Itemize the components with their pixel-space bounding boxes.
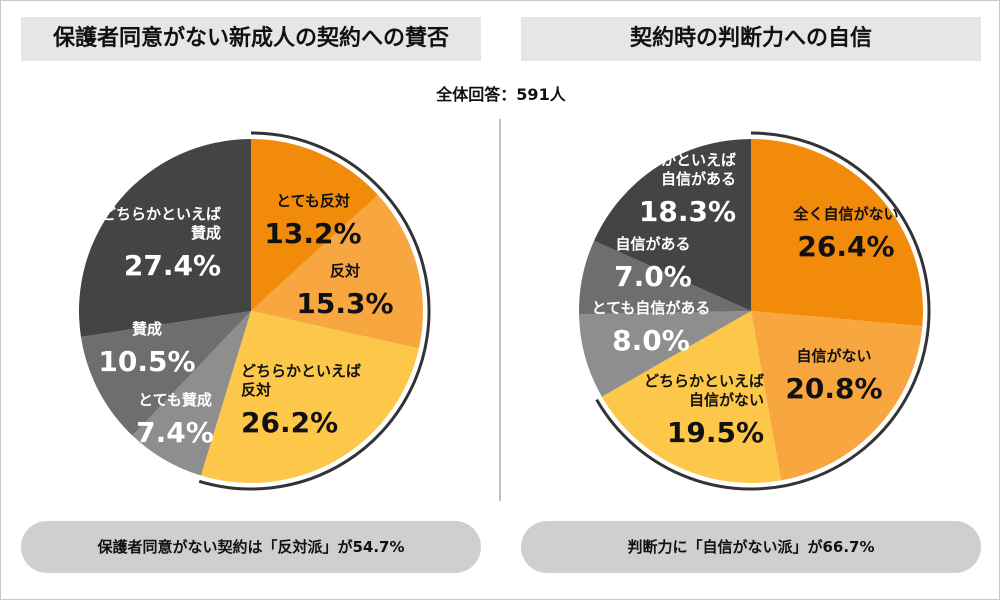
left-slice-6-value: 27.4% (124, 249, 221, 282)
left-slice-3-label-line-1: どちらかといえば (241, 362, 361, 380)
right-slice-3-label-line-2: 自信がない (689, 391, 764, 409)
left-slice-6-label-line-1: どちらかといえば (101, 205, 221, 223)
right-slice-1-value: 26.4% (797, 230, 894, 263)
right-slice-3-label-line-1: どちらかといえば (644, 372, 764, 390)
left-chart-title: 保護者同意がない新成人の契約への賛否 (21, 17, 481, 61)
left-slice-3-label-line-2: 反対 (241, 381, 271, 399)
right-slice-3-value: 19.5% (667, 416, 764, 449)
left-slice-label-2: 反対 15.3% (296, 262, 393, 320)
left-slice-1-label-line-1: とても反対 (276, 192, 350, 210)
left-slice-5-label-line-1: 賛成 (132, 320, 162, 338)
left-pie-slice-1 (251, 139, 378, 311)
right-pie-slice-4 (579, 311, 751, 397)
left-pie-slice-2 (251, 194, 424, 349)
right-slice-6-label-line-2: 自信がある (661, 170, 736, 188)
left-slice-1-value: 13.2% (264, 217, 361, 250)
right-summary-pill: 判断力に「自信がない派」が66.7% (521, 521, 981, 573)
right-pie-slice-3 (601, 311, 782, 484)
left-slice-6-label-line-2: 賛成 (191, 224, 221, 242)
left-slice-3-value: 26.2% (241, 406, 338, 439)
total-respondents-label: 全体回答：591人 (436, 85, 566, 104)
left-slice-4-value: 7.4% (136, 416, 214, 449)
left-majority-accent-arc (198, 131, 431, 491)
right-slice-label-2: 自信がない 20.8% (785, 347, 882, 405)
panel-divider (499, 119, 501, 501)
left-pie-slice-3 (200, 311, 419, 483)
right-majority-accent-arc (595, 131, 931, 491)
left-slice-2-value: 15.3% (296, 287, 393, 320)
left-slice-2-label-line-1: 反対 (330, 262, 360, 280)
right-pie-slice-2 (751, 311, 923, 481)
right-pie-slice-6 (594, 139, 751, 311)
right-slice-5-label-line-1: 自信がある (615, 235, 690, 253)
right-slice-label-4: とても自信がある 8.0% (592, 299, 711, 357)
right-slice-1-label-line-1: 全く自信がない (792, 205, 898, 223)
right-pie-slice-1 (751, 139, 923, 327)
right-slice-2-label-line-1: 自信がない (796, 347, 871, 365)
left-pie-slice-5 (80, 311, 251, 436)
left-slice-label-5: 賛成 10.5% (98, 320, 195, 378)
right-pie-slice-5 (578, 240, 751, 315)
left-slice-label-4: とても賛成 7.4% (136, 391, 214, 449)
left-summary-pill: 保護者同意がない契約は「反対派」が54.7% (21, 521, 481, 573)
right-slice-label-1: 全く自信がない 26.4% (792, 205, 898, 263)
right-slice-4-value: 8.0% (612, 324, 690, 357)
left-slice-5-value: 10.5% (98, 345, 195, 378)
left-pie-slice-6 (78, 139, 251, 337)
right-slice-6-value: 18.3% (639, 195, 736, 228)
right-slice-4-label-line-1: とても自信がある (592, 299, 711, 317)
right-slice-5-value: 7.0% (614, 260, 692, 293)
right-slice-6-label-line-1: どちらかといえば (616, 151, 736, 169)
left-pie-slice-4 (132, 311, 251, 476)
left-slice-label-1: とても反対 13.2% (264, 192, 361, 250)
right-slice-label-5: 自信がある 7.0% (614, 235, 692, 293)
left-slice-4-label-line-1: とても賛成 (138, 391, 212, 409)
right-chart-title: 契約時の判断力への自信 (521, 17, 981, 61)
right-slice-2-value: 20.8% (785, 372, 882, 405)
